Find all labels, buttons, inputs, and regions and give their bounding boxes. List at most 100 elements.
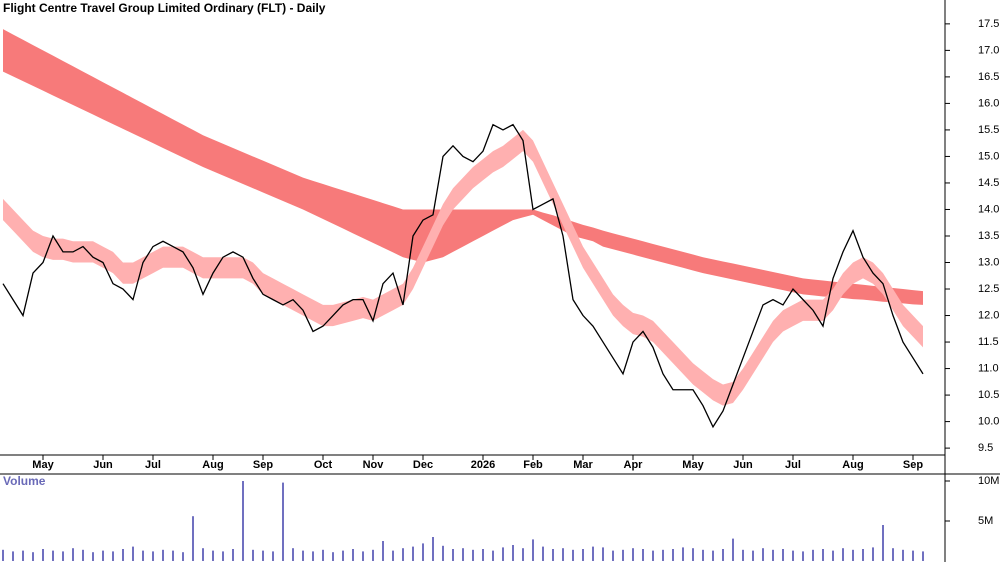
volume-bar (602, 547, 604, 561)
volume-bar (212, 550, 214, 561)
y-tick-label: 12.0 (978, 309, 999, 321)
volume-bar (752, 550, 754, 561)
volume-bar (582, 549, 584, 561)
volume-bar (762, 548, 764, 561)
y-tick-label: 13.5 (978, 230, 999, 242)
volume-bar (822, 549, 824, 561)
x-tick-label: Aug (842, 459, 863, 471)
volume-bar (262, 550, 264, 561)
x-tick-label: Oct (314, 459, 333, 471)
volume-bar (832, 550, 834, 561)
x-tick-label: May (32, 459, 54, 471)
volume-bar (222, 551, 224, 561)
volume-bar (462, 548, 464, 561)
y-tick-label: 13.0 (978, 256, 999, 268)
y-tick-label: 15.0 (978, 150, 999, 162)
volume-bar (922, 551, 924, 561)
volume-bar (362, 551, 364, 561)
volume-bar (142, 550, 144, 561)
volume-bar (572, 549, 574, 561)
y-tick-label: 16.5 (978, 71, 999, 83)
volume-bar (282, 482, 284, 561)
x-tick-label: Jun (733, 459, 753, 471)
volume-bar (472, 549, 474, 561)
y-tick-label: 11.5 (978, 336, 999, 348)
volume-bar (482, 549, 484, 561)
price-line (2, 123, 924, 429)
volume-bar (842, 548, 844, 561)
volume-bar (182, 552, 184, 561)
volume-bar (522, 548, 524, 561)
x-tick-label: Sep (253, 459, 273, 471)
volume-bar (692, 548, 694, 561)
volume-bar (352, 549, 354, 561)
volume-bar (792, 550, 794, 561)
volume-bar (252, 549, 254, 561)
band (3, 129, 923, 406)
volume-bar (62, 551, 64, 561)
volume-bar (112, 551, 114, 561)
volume-bar (512, 545, 514, 561)
x-tick-label: 2026 (471, 459, 495, 471)
volume-bar (2, 549, 4, 561)
volume-bar (322, 549, 324, 561)
volume-bar (102, 550, 104, 561)
y-tick-label: 10.5 (978, 389, 999, 401)
volume-bar (432, 537, 434, 561)
y-tick-label: 5M (978, 515, 993, 527)
volume-bar (72, 548, 74, 561)
y-tick-label: 16.0 (978, 97, 999, 109)
volume-bar (82, 549, 84, 561)
volume-bar (452, 549, 454, 561)
volume-bar (332, 552, 334, 561)
volume-bar (292, 548, 294, 561)
volume-bar (562, 548, 564, 561)
volume-bar (732, 538, 734, 561)
volume-bar (592, 546, 594, 561)
y-tick-label: 10.0 (978, 415, 999, 427)
volume-bar (622, 549, 624, 561)
volume-bar (442, 545, 444, 561)
volume-bar (22, 550, 24, 561)
volume-bar (722, 549, 724, 561)
volume-bar (872, 547, 874, 561)
volume-bar (372, 549, 374, 561)
x-tick-label: Nov (363, 459, 385, 471)
volume-bar (302, 550, 304, 561)
x-tick-label: May (682, 459, 704, 471)
volume-bar (852, 549, 854, 561)
volume-bar (32, 552, 34, 561)
volume-bar (702, 549, 704, 561)
volume-bar (662, 549, 664, 561)
x-tick-label: Aug (202, 459, 223, 471)
volume-bar (342, 550, 344, 561)
x-tick-label: Jul (145, 459, 161, 471)
x-tick-label: Sep (903, 459, 923, 471)
volume-bar (772, 549, 774, 561)
volume-bar (492, 550, 494, 561)
y-tick-label: 11.0 (978, 362, 999, 374)
volume-bar (232, 549, 234, 561)
y-tick-label: 14.5 (978, 177, 999, 189)
volume-bar (862, 549, 864, 561)
volume-bar (642, 549, 644, 561)
x-tick-label: Mar (573, 459, 593, 471)
volume-title: Volume (3, 474, 46, 488)
y-tick-label: 14.0 (978, 203, 999, 215)
volume-bar (532, 539, 534, 561)
volume-bar (632, 548, 634, 561)
volume-bar (882, 525, 884, 561)
volume-bar (382, 541, 384, 561)
volume-bar (392, 550, 394, 561)
volume-bar (682, 547, 684, 561)
volume-bar (912, 550, 914, 561)
y-tick-label: 9.5 (978, 442, 993, 454)
x-tick-label: Jun (93, 459, 113, 471)
volume-bar (12, 551, 14, 561)
volume-bar (52, 550, 54, 561)
x-tick-label: Feb (523, 459, 543, 471)
volume-bar (552, 549, 554, 561)
volume-bar (42, 549, 44, 561)
